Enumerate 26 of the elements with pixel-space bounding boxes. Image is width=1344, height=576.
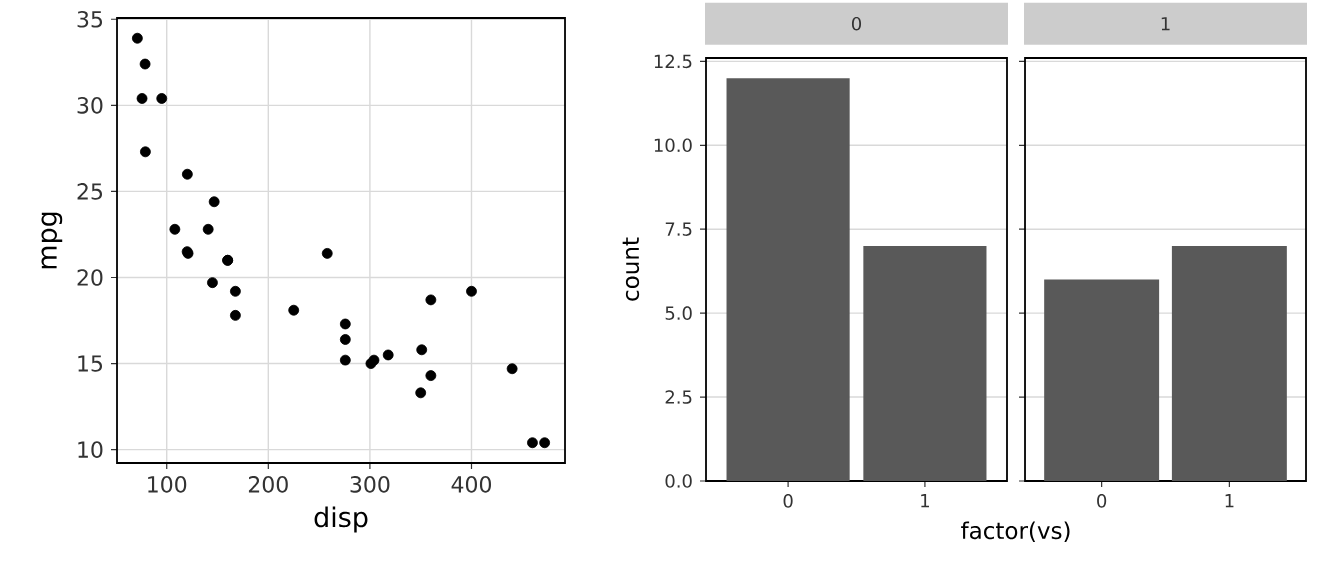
x-tick-label: 1 xyxy=(921,494,929,508)
x-axis-title: factor(vs) xyxy=(961,521,1070,542)
y-tick-label: 25 xyxy=(77,183,103,200)
x-tick-label: 400 xyxy=(451,476,491,493)
x-tick-label: 100 xyxy=(148,476,187,493)
chart-title: 1 xyxy=(1161,17,1170,31)
x-tick-label: 200 xyxy=(248,476,288,493)
y-tick-label: 7.5 xyxy=(665,222,692,236)
y-tick-label: 20 xyxy=(77,269,103,286)
y-tick-label: 10.0 xyxy=(654,138,692,153)
y-tick-label: 35 xyxy=(77,10,103,28)
chart-title: 0 xyxy=(851,16,862,31)
x-tick-label: 0 xyxy=(783,494,793,508)
x-tick-label: 300 xyxy=(350,476,390,493)
y-tick-label: 5.0 xyxy=(665,306,692,320)
y-axis-title: mpg xyxy=(41,212,63,269)
y-tick-label: 2.5 xyxy=(665,390,692,404)
y-tick-label: 10 xyxy=(78,441,103,458)
x-tick-label: 1 xyxy=(1225,494,1234,508)
y-tick-label: 15 xyxy=(78,355,103,372)
y-tick-label: 30 xyxy=(77,97,103,114)
y-tick-label: 12.5 xyxy=(654,54,692,69)
x-axis-title: disp xyxy=(314,506,368,533)
y-axis-title: count xyxy=(622,237,640,301)
y-tick-label: 0.0 xyxy=(665,474,692,488)
x-tick-label: 0 xyxy=(1097,494,1107,508)
